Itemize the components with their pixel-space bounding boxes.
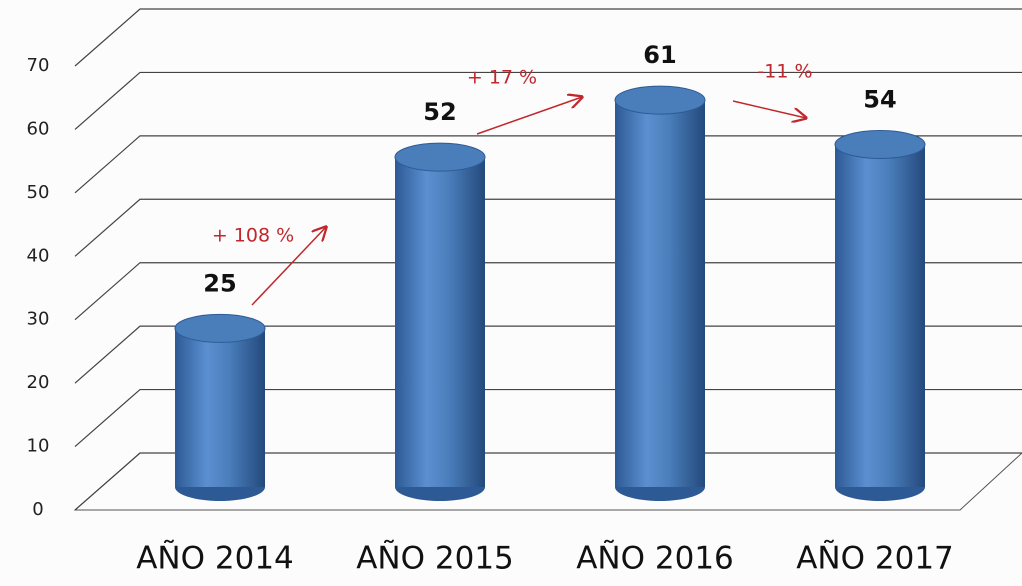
annotation: + 17 % <box>467 67 537 89</box>
x-tick-label: AÑO 2015 <box>356 541 514 577</box>
value-label: 54 <box>863 85 896 113</box>
value-label: 52 <box>423 98 456 126</box>
bar-top <box>835 130 925 158</box>
x-tick-label: AÑO 2014 <box>136 541 294 577</box>
y-tick-label: 60 <box>27 118 50 139</box>
value-label: 61 <box>643 41 676 69</box>
y-tick-label: 70 <box>27 55 50 76</box>
bar-top <box>615 86 705 114</box>
bar-top <box>395 143 485 171</box>
x-tick-label: AÑO 2017 <box>796 541 954 577</box>
bar-top <box>175 314 265 342</box>
value-label: 25 <box>203 269 236 297</box>
y-tick-label: 40 <box>27 245 50 266</box>
y-tick-label: 0 <box>32 499 43 520</box>
bar <box>175 328 265 487</box>
y-tick-label: 50 <box>27 182 50 203</box>
y-tick-label: 10 <box>27 436 50 457</box>
y-tick-label: 30 <box>27 309 50 330</box>
bar <box>615 100 705 487</box>
chart: 0 10 20 30 40 50 60 70 AÑO 2014 25 AÑO 2015 52 AÑO … <box>0 0 1022 586</box>
annotation: -11 % <box>757 61 812 83</box>
y-tick-label: 20 <box>27 372 50 393</box>
x-tick-label: AÑO 2016 <box>576 541 734 577</box>
annotation: + 108 % <box>212 225 294 247</box>
bar <box>395 157 485 487</box>
bar <box>835 144 925 487</box>
